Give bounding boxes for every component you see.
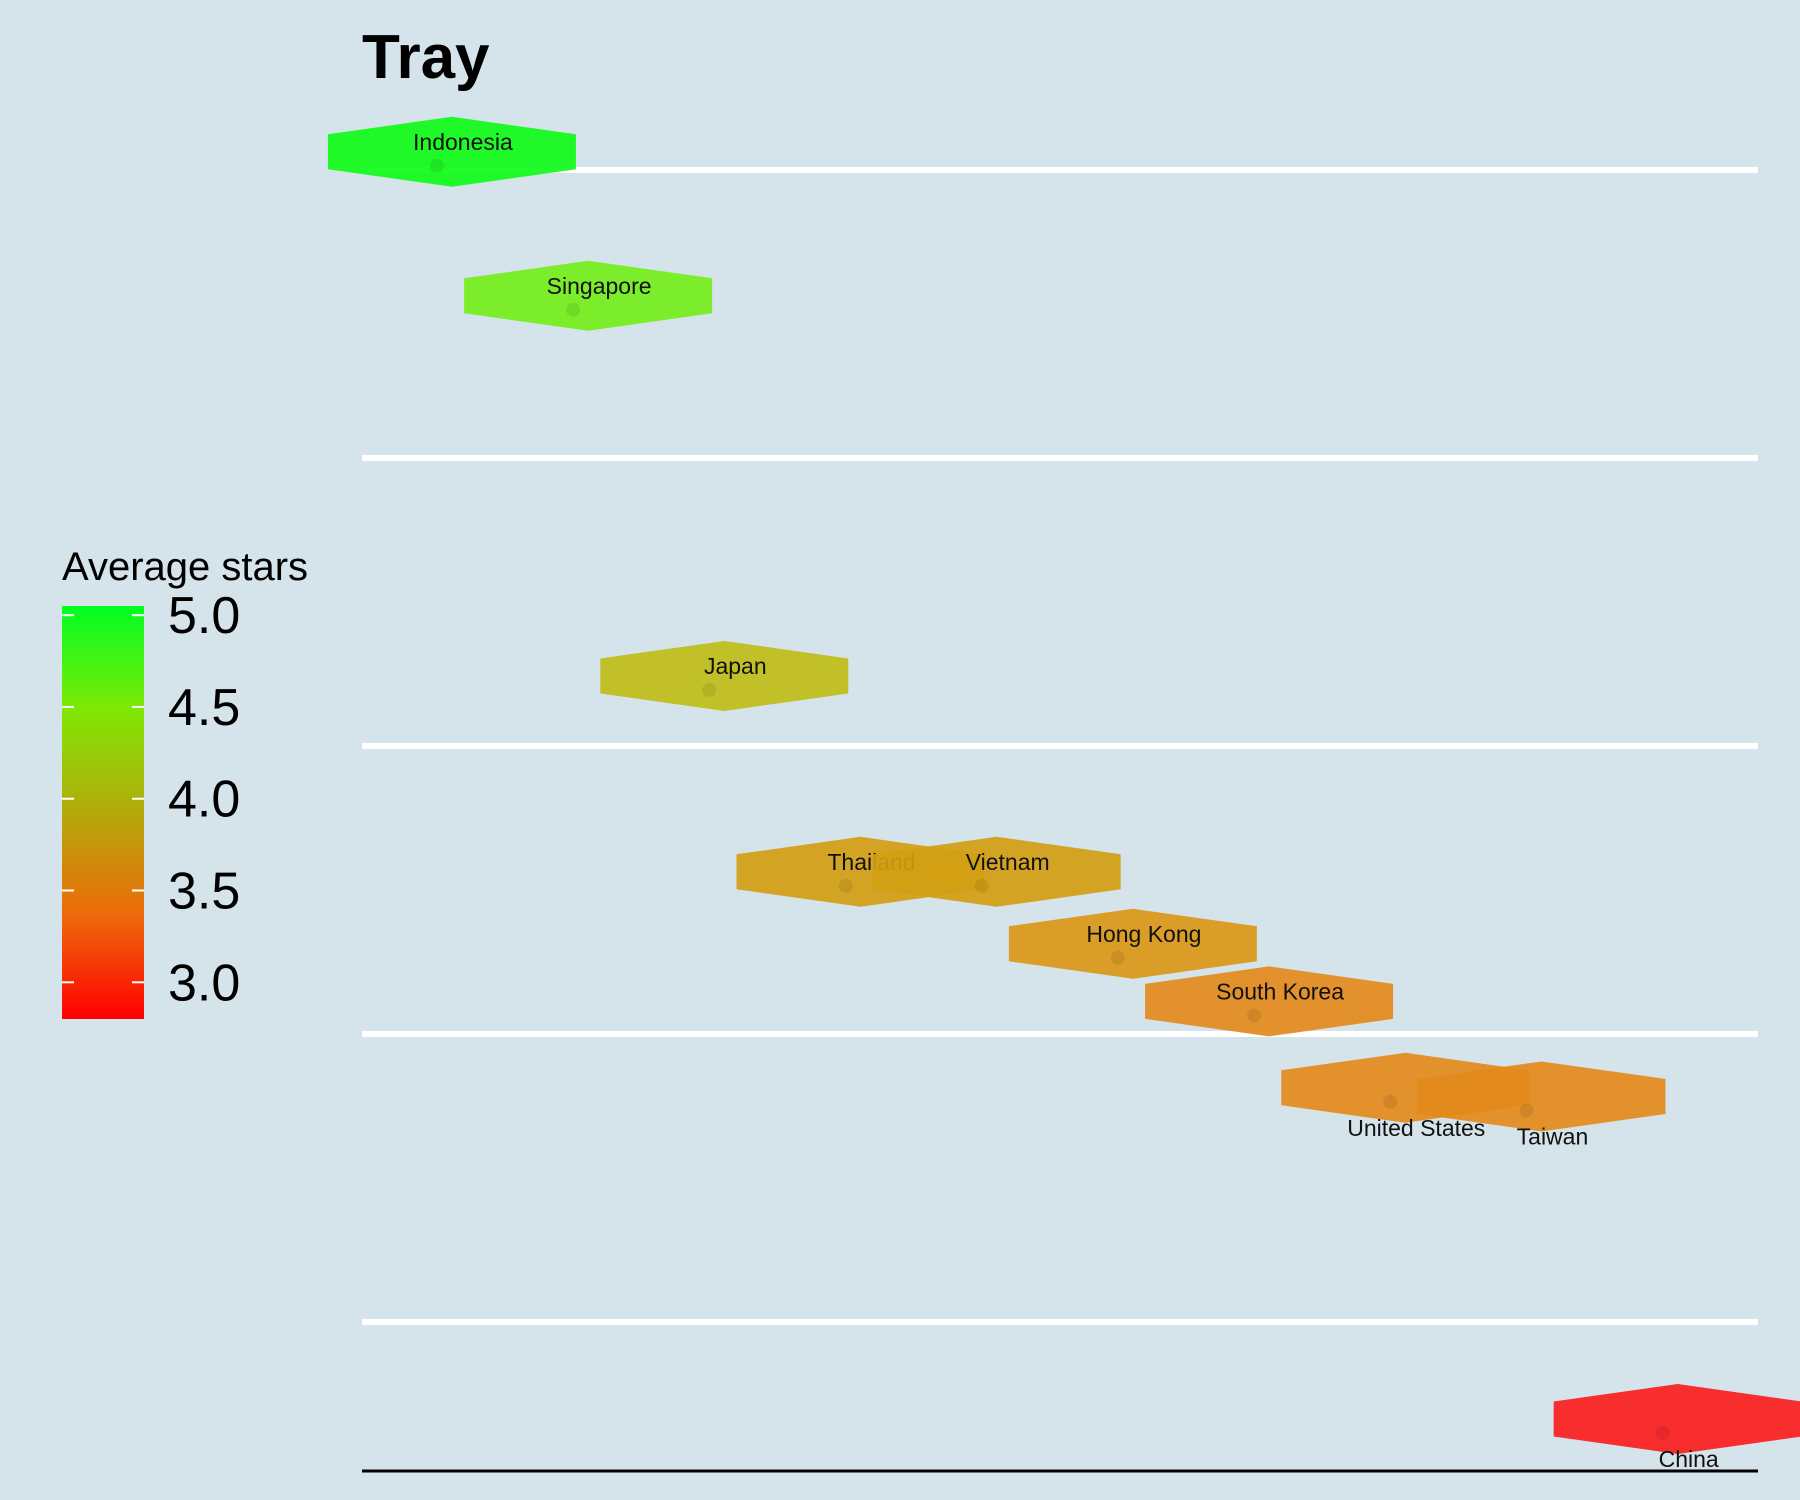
data-point bbox=[1247, 1008, 1262, 1023]
data-point bbox=[838, 878, 853, 893]
grid-lines bbox=[362, 167, 1758, 1325]
data-point bbox=[566, 302, 581, 317]
data-hexagon bbox=[872, 836, 1121, 907]
data-point bbox=[702, 682, 717, 697]
data-hexagon bbox=[600, 640, 849, 711]
chart-title: Tray bbox=[362, 23, 490, 92]
point-label: Taiwan bbox=[1517, 1123, 1589, 1149]
legend-tick-label: 3.5 bbox=[168, 863, 240, 921]
point-label: Vietnam bbox=[966, 849, 1050, 875]
legend-tick-label: 3.0 bbox=[168, 954, 240, 1012]
point-label: Japan bbox=[704, 653, 767, 679]
legend-tick-label: 4.0 bbox=[168, 771, 240, 829]
legend-color-bar bbox=[62, 606, 144, 1019]
point-label: Singapore bbox=[547, 273, 652, 299]
data-point bbox=[1655, 1426, 1670, 1440]
data-point bbox=[974, 878, 989, 893]
point-label: South Korea bbox=[1216, 978, 1344, 1004]
point-label: Indonesia bbox=[413, 129, 513, 155]
legend-tick-label: 4.5 bbox=[168, 679, 240, 737]
data-hexagon bbox=[327, 116, 576, 187]
data-hexagon bbox=[1553, 1384, 1800, 1454]
color-legend: Average stars 5.0 4.5 4.0 3.5 3.0 bbox=[62, 545, 308, 1019]
data-hexagon bbox=[1417, 1061, 1666, 1132]
legend-tick-label: 5.0 bbox=[168, 587, 240, 645]
legend-title: Average stars bbox=[62, 545, 308, 589]
data-hexagon bbox=[464, 260, 713, 331]
data-hexagon bbox=[1008, 908, 1257, 979]
point-label: China bbox=[1659, 1446, 1719, 1472]
data-hexagon bbox=[1145, 966, 1394, 1037]
data-point bbox=[429, 158, 444, 173]
point-label: Hong Kong bbox=[1086, 921, 1201, 947]
data-point bbox=[1383, 1094, 1398, 1109]
data-point bbox=[1110, 950, 1125, 965]
data-point bbox=[1519, 1103, 1534, 1118]
